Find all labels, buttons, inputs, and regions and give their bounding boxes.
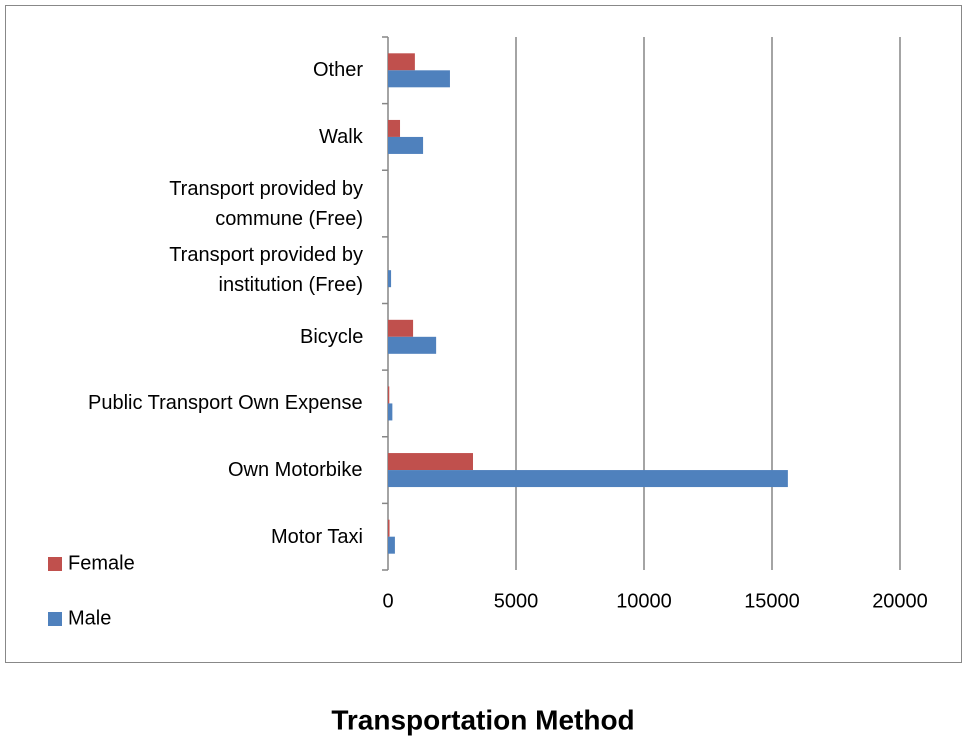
legend-label: Female <box>68 552 135 574</box>
x-tick-label: 20000 <box>872 590 928 612</box>
bar <box>388 386 390 404</box>
bar <box>388 453 473 471</box>
y-tick-label: Public Transport Own Expense <box>88 392 363 415</box>
bar <box>388 536 395 554</box>
y-tick-label: Bicycle <box>300 325 364 348</box>
bar <box>388 336 437 354</box>
legend-swatch <box>48 557 62 571</box>
y-tick-label: Motor Taxi <box>271 525 363 548</box>
chart-border <box>5 5 962 663</box>
bar <box>388 270 392 288</box>
bar <box>388 136 424 154</box>
x-tick-label: 5000 <box>494 590 539 612</box>
bar <box>388 70 450 88</box>
x-tick-label: 10000 <box>616 590 672 612</box>
chart-title: Transportation Method <box>331 704 634 735</box>
legend-label: Male <box>68 607 111 629</box>
x-tick-label: 0 <box>382 590 393 612</box>
y-tick-label: Transport provided by institution (Free) <box>169 244 363 297</box>
bar <box>388 470 788 488</box>
y-tick-label: Walk <box>319 125 363 148</box>
bar <box>388 119 401 137</box>
y-tick-label: Own Motorbike <box>228 459 363 482</box>
y-tick-label: Transport provided by commune (Free) <box>169 177 363 230</box>
legend-swatch <box>48 612 62 626</box>
x-tick-label: 15000 <box>744 590 800 612</box>
y-tick-label: Other <box>313 59 364 82</box>
bar <box>388 53 415 71</box>
bar <box>388 319 414 337</box>
bar <box>388 403 393 421</box>
bar <box>388 519 390 537</box>
